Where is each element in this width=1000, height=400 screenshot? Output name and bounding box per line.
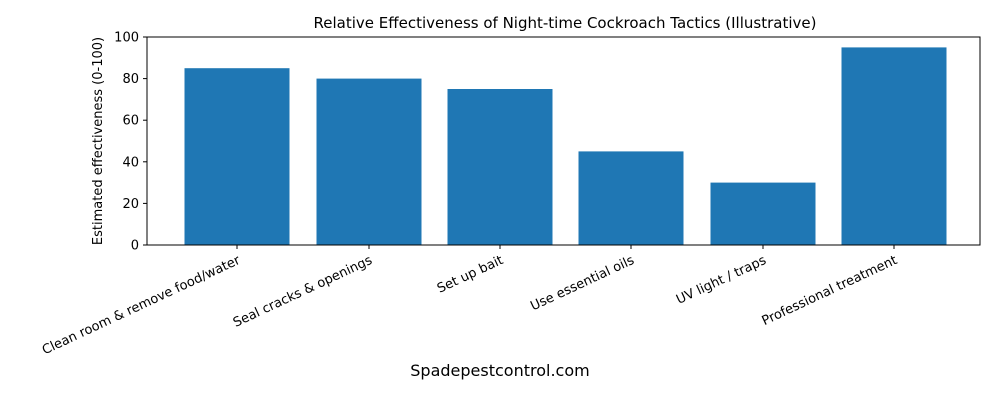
x-tick-label: UV light / traps [674,253,769,308]
y-axis-label: Estimated effectiveness (0-100) [91,37,106,245]
y-tick-label: 40 [122,155,139,170]
bar [841,47,947,246]
plot-frame [146,36,981,246]
y-tick-label: 100 [114,31,139,46]
bars [184,47,947,246]
y-axis-ticks: 0 20 40 60 80 100 [114,31,147,254]
y-tick-label: 80 [122,72,139,87]
y-tick-label: 20 [122,197,139,212]
watermark: Spadepestcontrol.com [410,361,589,380]
y-tick-label: 0 [131,239,139,254]
bar [710,182,816,245]
x-tick-label: Set up bait [435,253,506,297]
bar [184,68,290,245]
x-tick-label: Use essential oils [528,253,637,314]
x-tick-label: Professional treatment [760,253,900,329]
chart-title: Relative Effectiveness of Night-time Coc… [314,14,817,32]
y-tick-label: 60 [122,114,139,129]
bar [578,151,684,245]
x-tick-label: Seal cracks & openings [231,253,375,331]
x-tick-label: Clean room & remove food/water [40,253,243,358]
bar [316,78,422,245]
bar [447,89,553,245]
